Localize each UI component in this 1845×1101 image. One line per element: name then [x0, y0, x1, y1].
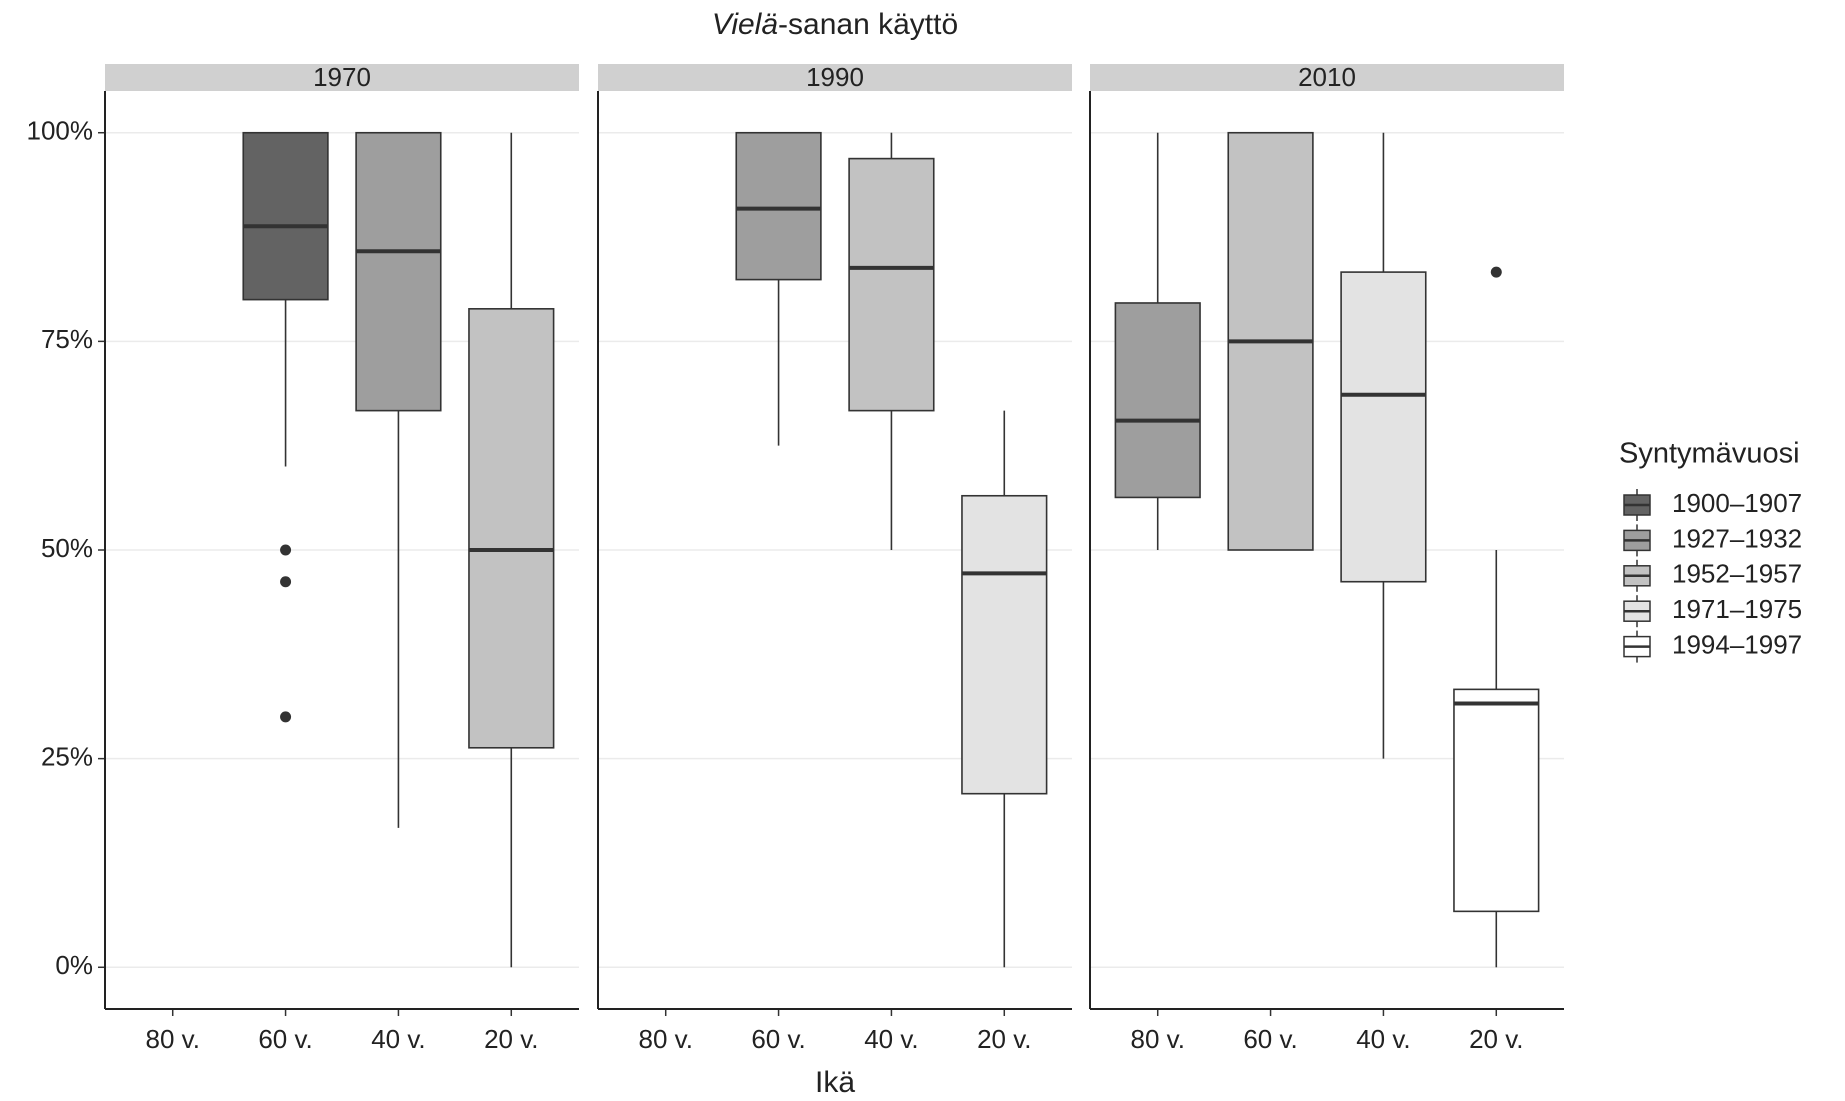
box: [355, 131, 442, 412]
y-tick-label: 75%: [41, 324, 93, 354]
x-tick-label: 40 v.: [1356, 1024, 1410, 1054]
strip-label: 1970: [313, 62, 371, 92]
legend-title: Syntymävuosi: [1619, 438, 1800, 470]
x-tick-label: 60 v.: [1243, 1024, 1297, 1054]
y-tick-label: 100%: [27, 116, 94, 146]
strip: [105, 64, 579, 91]
legend-label: 1971–1975: [1672, 594, 1802, 624]
outlier: [1490, 266, 1502, 278]
outlier: [280, 711, 292, 723]
box: [961, 494, 1048, 795]
legend-label: 1952–1957: [1672, 559, 1802, 589]
strip: [1090, 64, 1564, 91]
y-tick-label: 50%: [41, 533, 93, 563]
legend-label: 1927–1932: [1672, 523, 1802, 553]
y-tick-label: 25%: [41, 742, 93, 772]
chart-title: Vielä-sanan käyttö: [712, 8, 958, 41]
x-axis-title: Ikä: [815, 1066, 855, 1099]
box: [848, 157, 935, 412]
x-tick-label: 20 v.: [977, 1024, 1031, 1054]
box: [735, 131, 822, 281]
title-italic: Vielä: [712, 8, 778, 41]
box: [1453, 688, 1540, 913]
legend-label: 1994–1997: [1672, 629, 1802, 659]
x-tick-label: 60 v.: [751, 1024, 805, 1054]
x-tick-label: 20 v.: [1469, 1024, 1523, 1054]
x-tick-label: 80 v.: [1130, 1024, 1184, 1054]
x-tick-label: 40 v.: [371, 1024, 425, 1054]
x-tick-label: 80 v.: [638, 1024, 692, 1054]
outlier: [280, 544, 292, 556]
strip-label: 2010: [1298, 62, 1356, 92]
strip: [598, 64, 1072, 91]
outlier: [280, 576, 292, 588]
box: [242, 131, 329, 301]
x-tick-label: 40 v.: [864, 1024, 918, 1054]
x-tick-label: 20 v.: [484, 1024, 538, 1054]
box: [1114, 302, 1201, 499]
box: [1340, 271, 1427, 583]
x-tick-label: 80 v.: [145, 1024, 199, 1054]
x-tick-label: 60 v.: [258, 1024, 312, 1054]
legend-label: 1900–1907: [1672, 488, 1802, 518]
strip-label: 1990: [806, 62, 864, 92]
title-rest: -sanan käyttö: [778, 8, 958, 41]
box: [468, 308, 555, 749]
y-tick-label: 0%: [55, 950, 93, 980]
